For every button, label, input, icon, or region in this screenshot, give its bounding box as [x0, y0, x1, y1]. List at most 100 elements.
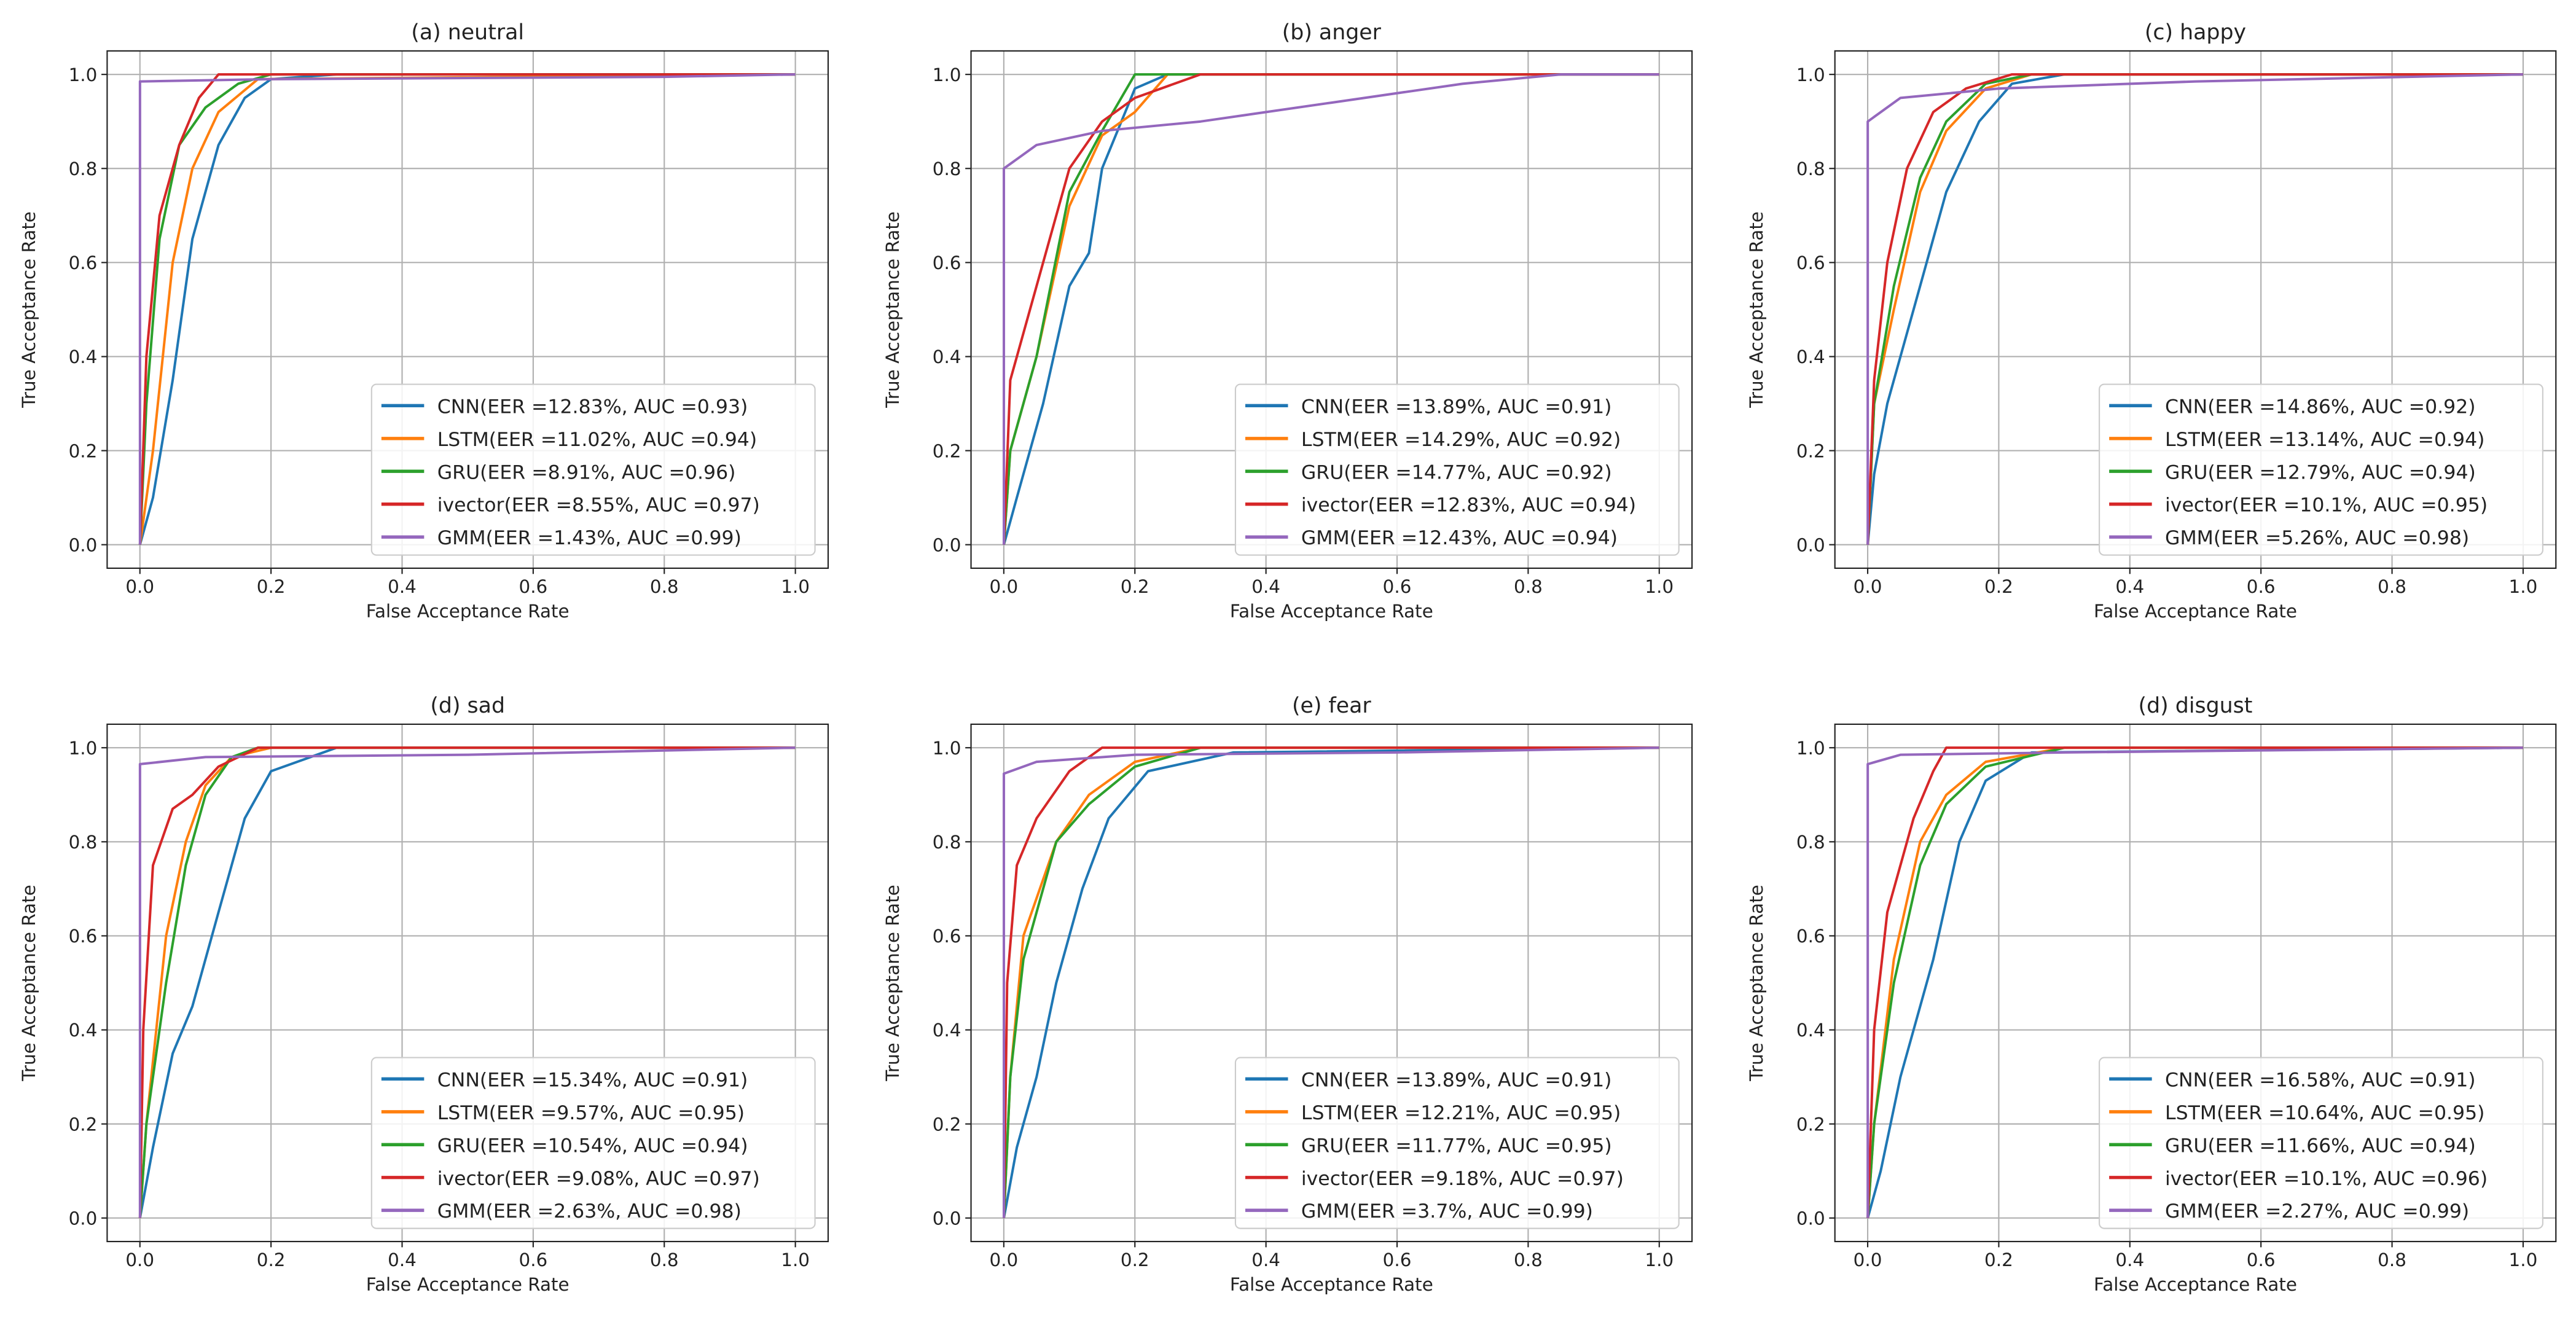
legend-label: GRU(EER =12.79%, AUC =0.94) — [2165, 461, 2476, 483]
legend-label: LSTM(EER =14.29%, AUC =0.92) — [1301, 429, 1621, 451]
roc-curve-ivector — [138, 73, 796, 545]
legend: CNN(EER =16.58%, AUC =0.91) LSTM(EER =10.… — [2099, 1057, 2543, 1229]
x-tick-label: 0.6 — [519, 576, 548, 597]
y-tick-label: 0.0 — [933, 534, 961, 555]
y-axis-label: True Acceptance Rate — [18, 885, 39, 1082]
roc-panel: 0.0 0.2 0.4 0.6 0.8 1.0 0.0 0.2 0.4 0.6 0.8 1.0 (a) … — [18, 20, 829, 622]
legend: CNN(EER =13.89%, AUC =0.91) LSTM(EER =12.… — [1234, 1057, 1680, 1229]
y-tick-label: 0.8 — [1796, 158, 1825, 179]
roc-curve-gmm — [138, 73, 796, 545]
x-tick-label: 0.8 — [650, 576, 679, 597]
legend-label: GRU(EER =11.66%, AUC =0.94) — [2165, 1135, 2476, 1157]
roc-curve-gmm — [1003, 73, 1659, 545]
y-tick-label: 0.6 — [69, 252, 98, 273]
roc-curve-cnn — [1003, 746, 1659, 1219]
y-tick-label: 0.4 — [1796, 346, 1825, 367]
x-axis-label: False Acceptance Rate — [1230, 601, 1433, 622]
roc-panel: 0.0 0.2 0.4 0.6 0.8 1.0 0.0 0.2 0.4 0.6 0.8 1.0 (d) … — [1746, 694, 2557, 1295]
y-tick-label: 0.2 — [933, 1114, 961, 1135]
x-tick-label: 0.0 — [990, 1250, 1019, 1270]
y-tick-label: 1.0 — [1796, 65, 1825, 85]
roc-curve-ivector — [1003, 73, 1659, 545]
legend-label: GRU(EER =10.54%, AUC =0.94) — [437, 1135, 748, 1157]
legend-label: GMM(EER =2.27%, AUC =0.99) — [2165, 1200, 2469, 1222]
x-tick-label: 0.4 — [1251, 576, 1280, 597]
x-tick-label: 0.6 — [1383, 1250, 1412, 1270]
y-axis-label: True Acceptance Rate — [882, 211, 903, 409]
roc-curve-ivector — [1003, 746, 1659, 1218]
y-tick-label: 0.2 — [933, 440, 961, 461]
roc-curve-gru — [138, 73, 796, 545]
legend-box — [2099, 1057, 2543, 1229]
y-tick-label: 0.2 — [69, 1114, 98, 1135]
x-tick-label: 0.4 — [2115, 1250, 2144, 1270]
axes-frame — [970, 723, 1693, 1243]
y-tick-label: 0.4 — [1796, 1020, 1825, 1041]
y-tick-label: 0.6 — [1796, 926, 1825, 947]
panel-title: (a) neutral — [411, 20, 524, 45]
roc-panel: 0.0 0.2 0.4 0.6 0.8 1.0 0.0 0.2 0.4 0.6 0.8 1.0 (b) … — [882, 20, 1693, 622]
legend-label: ivector(EER =10.1%, AUC =0.96) — [2165, 1168, 2488, 1190]
legend-label: GMM(EER =3.7%, AUC =0.99) — [1301, 1200, 1593, 1222]
x-axis-label: False Acceptance Rate — [366, 1274, 570, 1295]
y-axis-label: True Acceptance Rate — [18, 211, 39, 409]
roc-curve-gmm — [1003, 746, 1659, 1218]
y-tick-label: 0.6 — [1796, 252, 1825, 273]
x-tick-label: 0.0 — [125, 576, 154, 597]
legend-label: ivector(EER =9.08%, AUC =0.97) — [437, 1168, 760, 1190]
x-tick-label: 0.0 — [990, 576, 1019, 597]
y-axis-label: True Acceptance Rate — [1746, 211, 1767, 409]
legend-label: GRU(EER =14.77%, AUC =0.92) — [1301, 461, 1612, 483]
x-tick-label: 0.4 — [388, 576, 417, 597]
axes-frame — [1834, 723, 2557, 1243]
x-tick-label: 0.8 — [2378, 576, 2406, 597]
legend-label: GMM(EER =5.26%, AUC =0.98) — [2165, 527, 2469, 549]
y-axis-label: True Acceptance Rate — [882, 885, 903, 1082]
legend-label: CNN(EER =13.89%, AUC =0.91) — [1301, 396, 1612, 418]
x-tick-label: 0.4 — [2115, 576, 2144, 597]
y-tick-label: 0.4 — [69, 346, 98, 367]
roc-curve-cnn — [1866, 73, 2523, 545]
legend-box — [2099, 383, 2543, 556]
legend-label: ivector(EER =10.1%, AUC =0.95) — [2165, 495, 2488, 517]
x-tick-label: 0.6 — [519, 1250, 548, 1270]
panel-title: (d) disgust — [2139, 694, 2253, 718]
x-tick-label: 0.6 — [1383, 576, 1412, 597]
roc-curve-ivector — [138, 746, 796, 1218]
y-tick-label: 0.0 — [933, 1208, 961, 1229]
legend-label: ivector(EER =9.18%, AUC =0.97) — [1301, 1168, 1624, 1190]
x-axis-label: False Acceptance Rate — [366, 601, 570, 622]
x-axis-label: False Acceptance Rate — [2094, 1274, 2297, 1295]
y-tick-label: 0.4 — [933, 346, 961, 367]
x-tick-label: 0.4 — [388, 1250, 417, 1270]
panel-title: (e) fear — [1292, 694, 1371, 718]
legend-label: LSTM(EER =10.64%, AUC =0.95) — [2165, 1102, 2484, 1124]
panel-title: (b) anger — [1282, 20, 1382, 45]
legend-label: CNN(EER =13.89%, AUC =0.91) — [1301, 1069, 1612, 1091]
roc-panel: 0.0 0.2 0.4 0.6 0.8 1.0 0.0 0.2 0.4 0.6 0.8 1.0 (e) … — [882, 694, 1693, 1295]
x-tick-label: 0.8 — [1514, 576, 1543, 597]
roc-curve-gmm — [1866, 73, 2523, 545]
roc-curve-gmm — [1866, 746, 2523, 1218]
roc-panel: 0.0 0.2 0.4 0.6 0.8 1.0 0.0 0.2 0.4 0.6 0.8 1.0 (c) … — [1746, 20, 2557, 622]
y-tick-label: 0.2 — [1796, 1114, 1825, 1135]
roc-panel: 0.0 0.2 0.4 0.6 0.8 1.0 0.0 0.2 0.4 0.6 0.8 1.0 (d) … — [18, 694, 829, 1295]
y-tick-label: 1.0 — [933, 65, 961, 85]
x-tick-label: 0.2 — [257, 1250, 286, 1270]
x-tick-label: 1.0 — [1645, 576, 1674, 597]
y-tick-label: 0.0 — [69, 1208, 98, 1229]
x-tick-label: 0.4 — [1251, 1250, 1280, 1270]
x-tick-label: 0.8 — [1514, 1250, 1543, 1270]
legend-label: GMM(EER =2.63%, AUC =0.98) — [437, 1200, 742, 1222]
y-tick-label: 0.6 — [69, 926, 98, 947]
x-tick-label: 0.2 — [1984, 576, 2013, 597]
legend-label: GRU(EER =8.91%, AUC =0.96) — [437, 461, 736, 483]
legend: CNN(EER =13.89%, AUC =0.91) LSTM(EER =14.… — [1234, 383, 1680, 556]
x-tick-label: 0.0 — [1854, 1250, 1882, 1270]
x-tick-label: 1.0 — [781, 576, 810, 597]
x-axis-label: False Acceptance Rate — [1230, 1274, 1433, 1295]
y-tick-label: 1.0 — [69, 738, 98, 759]
legend-label: ivector(EER =8.55%, AUC =0.97) — [437, 495, 760, 517]
roc-curve-gru — [1003, 73, 1659, 545]
